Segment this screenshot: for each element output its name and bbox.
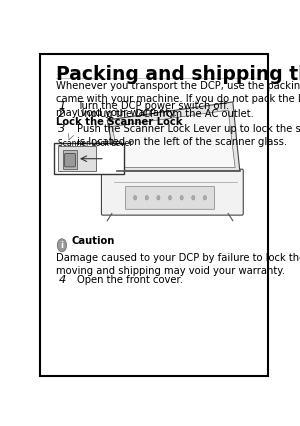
Polygon shape (112, 110, 235, 167)
FancyBboxPatch shape (58, 146, 96, 171)
Text: 4: 4 (58, 275, 66, 285)
Circle shape (203, 196, 206, 200)
Text: Turn the DCP power switch off.: Turn the DCP power switch off. (77, 101, 229, 111)
Text: Packing and shipping the DCP: Packing and shipping the DCP (56, 65, 300, 84)
FancyBboxPatch shape (125, 187, 215, 209)
Text: Unplug the DCP from the AC outlet.: Unplug the DCP from the AC outlet. (77, 109, 254, 119)
Text: Push the Scanner Lock Lever up to lock the scanner. This lever
is located on the: Push the Scanner Lock Lever up to lock t… (77, 124, 300, 147)
Text: Whenever you transport the DCP, use the packing materials that
came with your ma: Whenever you transport the DCP, use the … (56, 81, 300, 118)
Text: i: i (60, 241, 63, 250)
Polygon shape (107, 102, 240, 171)
Text: 3: 3 (58, 124, 66, 134)
Text: 2: 2 (58, 109, 66, 119)
Circle shape (180, 196, 183, 200)
FancyBboxPatch shape (101, 169, 243, 215)
FancyBboxPatch shape (54, 143, 124, 174)
Circle shape (168, 196, 172, 200)
Text: Damage caused to your DCP by failure to lock the scanner before
moving and shipp: Damage caused to your DCP by failure to … (56, 253, 300, 276)
Circle shape (134, 196, 137, 200)
FancyBboxPatch shape (65, 153, 75, 167)
Text: Lock the Scanner Lock: Lock the Scanner Lock (56, 117, 183, 127)
Text: 1: 1 (58, 101, 66, 111)
Text: Open the front cover.: Open the front cover. (77, 275, 183, 285)
Circle shape (57, 239, 67, 252)
Text: Caution: Caution (71, 236, 115, 246)
Text: Scanner Lock Lever: Scanner Lock Lever (58, 139, 133, 148)
Circle shape (145, 196, 148, 200)
Circle shape (157, 196, 160, 200)
Circle shape (192, 196, 195, 200)
FancyBboxPatch shape (63, 150, 77, 169)
